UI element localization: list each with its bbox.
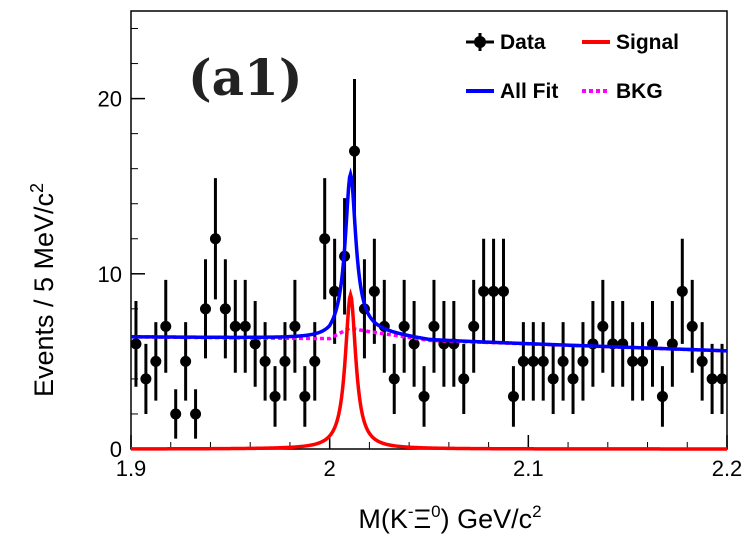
data-point [289, 320, 301, 332]
data-point [428, 320, 440, 332]
data-point [517, 355, 529, 367]
data-point [239, 320, 251, 332]
y-tick-label: 0 [110, 437, 122, 462]
data-point [408, 338, 420, 350]
data-point [140, 373, 152, 385]
legend-label-signal: Signal [616, 31, 679, 54]
x-axis-label-sup3: 2 [532, 502, 541, 521]
data-point [249, 338, 261, 350]
data-point [537, 355, 549, 367]
x-axis-label-sup1: - [408, 502, 414, 521]
data-point [388, 373, 400, 385]
data-point [637, 355, 649, 367]
legend: Data Signal All Fit BKG [466, 31, 679, 103]
y-tick-label: 20 [98, 87, 122, 112]
data-point [627, 355, 639, 367]
data-point [349, 145, 360, 157]
data-point [309, 355, 321, 367]
legend-item-bkg: BKG [582, 80, 663, 103]
x-axis-label-mid: Ξ [414, 504, 432, 534]
data-point [478, 285, 490, 297]
y-axis-label-sup: 2 [27, 183, 47, 193]
data-point [160, 320, 172, 332]
data-point [279, 355, 291, 367]
data-point [498, 285, 509, 297]
data-point [150, 355, 162, 367]
data-point [706, 373, 718, 385]
data-point [299, 390, 311, 402]
data-point [567, 373, 579, 385]
legend-item-data: Data [466, 31, 546, 54]
data-point [666, 338, 678, 350]
data-point [368, 285, 380, 297]
data-point [170, 408, 182, 420]
data-point [468, 320, 480, 332]
data-point [686, 320, 698, 332]
data-point [676, 285, 688, 297]
y-axis-label-main: Events / 5 MeV/c [29, 193, 59, 397]
data-point [418, 390, 430, 402]
legend-label-data: Data [500, 31, 546, 54]
data-point [200, 303, 211, 315]
data-point [597, 320, 609, 332]
data-point [130, 338, 142, 350]
legend-label-bkg: BKG [616, 80, 663, 103]
data-point [180, 355, 192, 367]
signal-curve [131, 288, 727, 451]
x-axis-label-prefix: M(K [358, 504, 408, 534]
data-point [507, 390, 519, 402]
allfit-curve [130, 167, 728, 353]
x-axis-label: M(K-Ξ0) GeV/c2 [358, 502, 541, 534]
x-tick-label: 2.2 [712, 456, 743, 481]
data-point [488, 285, 500, 297]
legend-data-marker [474, 36, 486, 48]
y-tick-label: 10 [98, 262, 122, 287]
x-tick-label: 2 [324, 456, 336, 481]
data-point [209, 233, 221, 245]
data-point [398, 320, 410, 332]
data-point [259, 355, 271, 367]
panel-label: (a1) [188, 48, 303, 107]
data-point [547, 373, 559, 385]
data-point [319, 233, 331, 245]
data-point [656, 390, 668, 402]
data-point [716, 373, 728, 385]
data-point [527, 355, 539, 367]
labels-group: (a1) Events / 5 MeV/c2 M(K-Ξ0) GeV/c2 [27, 48, 542, 534]
y-axis-label: Events / 5 MeV/c2 [27, 183, 59, 397]
x-axis-label-suffix: ) GeV/c [441, 504, 533, 534]
data-point [557, 355, 569, 367]
data-point [190, 408, 202, 420]
plot-area [130, 78, 728, 451]
legend-item-allfit: All Fit [466, 80, 558, 103]
data-point [329, 285, 341, 297]
data-point [577, 355, 589, 367]
x-axis-label-sup2: 0 [431, 502, 440, 521]
data-point [229, 320, 241, 332]
data-point [696, 355, 708, 367]
legend-item-signal: Signal [582, 31, 679, 54]
data-point [219, 303, 231, 315]
legend-label-allfit: All Fit [500, 80, 558, 103]
x-tick-label: 2.1 [513, 456, 544, 481]
data-point [269, 390, 281, 402]
data-point [458, 373, 470, 385]
x-tick-label: 1.9 [116, 456, 147, 481]
